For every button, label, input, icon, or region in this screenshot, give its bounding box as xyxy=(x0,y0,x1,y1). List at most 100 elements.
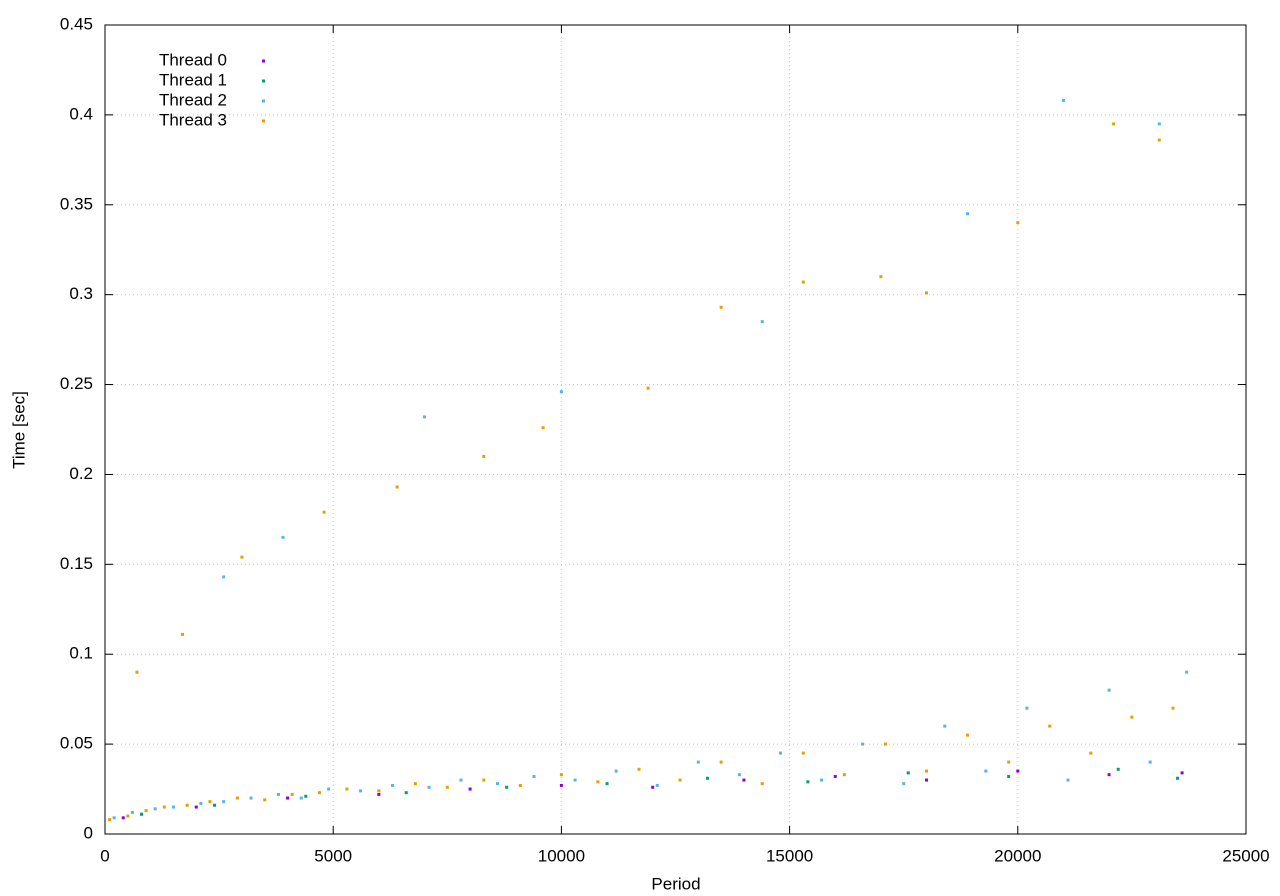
point xyxy=(263,798,267,802)
point xyxy=(1157,138,1161,142)
point xyxy=(1171,706,1175,710)
point xyxy=(299,796,303,800)
point xyxy=(286,796,290,800)
y-tick-label: 0.45 xyxy=(60,14,93,33)
point xyxy=(1089,751,1093,755)
point xyxy=(646,386,650,390)
y-tick-label: 0.3 xyxy=(69,284,93,303)
point xyxy=(422,415,426,419)
legend-swatch xyxy=(262,59,265,63)
point xyxy=(377,792,381,796)
point xyxy=(760,782,764,786)
x-tick-label: 25000 xyxy=(1222,846,1269,865)
point xyxy=(112,816,116,820)
point xyxy=(322,510,326,514)
point xyxy=(126,814,130,818)
point xyxy=(482,778,486,782)
point xyxy=(1007,774,1011,778)
point xyxy=(778,751,782,755)
point xyxy=(276,792,280,796)
point xyxy=(377,789,381,793)
point xyxy=(359,789,363,793)
point xyxy=(249,796,253,800)
point xyxy=(445,785,449,789)
legend-swatch xyxy=(262,119,265,123)
point xyxy=(121,816,125,820)
point xyxy=(496,782,500,786)
point xyxy=(395,485,399,489)
point xyxy=(883,742,887,746)
point xyxy=(651,785,655,789)
point xyxy=(925,778,929,782)
point xyxy=(404,791,408,795)
point xyxy=(596,780,600,784)
point xyxy=(801,280,805,284)
point xyxy=(637,767,641,771)
point xyxy=(696,760,700,764)
point xyxy=(605,782,609,786)
point xyxy=(833,774,837,778)
point xyxy=(943,724,947,728)
point xyxy=(327,787,331,791)
point xyxy=(806,780,810,784)
point xyxy=(1007,760,1011,764)
point xyxy=(1180,771,1184,775)
y-tick-label: 0.15 xyxy=(60,554,93,573)
point xyxy=(130,810,134,814)
point xyxy=(427,785,431,789)
point xyxy=(902,782,906,786)
point xyxy=(318,791,322,795)
point xyxy=(1112,122,1116,126)
point xyxy=(820,778,824,782)
y-tick-label: 0.35 xyxy=(60,194,93,213)
point xyxy=(240,555,244,559)
point xyxy=(505,785,509,789)
y-tick-label: 0.25 xyxy=(60,374,93,393)
point xyxy=(925,769,929,773)
point xyxy=(984,769,988,773)
y-axis-label: Time [sec] xyxy=(9,391,28,469)
point xyxy=(222,800,226,804)
legend-swatch xyxy=(262,79,265,83)
point xyxy=(906,771,910,775)
x-tick-label: 10000 xyxy=(538,846,585,865)
point xyxy=(290,792,294,796)
point xyxy=(541,426,545,430)
point xyxy=(1148,760,1152,764)
point xyxy=(573,778,577,782)
point xyxy=(719,760,723,764)
y-tick-label: 0.2 xyxy=(69,464,93,483)
point xyxy=(208,800,212,804)
point xyxy=(925,291,929,295)
point xyxy=(1066,778,1070,782)
legend-label: Thread 1 xyxy=(159,70,227,89)
point xyxy=(842,773,846,777)
legend-label: Thread 2 xyxy=(159,90,227,109)
point xyxy=(801,751,805,755)
point xyxy=(760,320,764,324)
point xyxy=(1116,767,1120,771)
point xyxy=(1061,99,1065,103)
y-tick-label: 0 xyxy=(84,823,93,842)
point xyxy=(705,776,709,780)
point xyxy=(1157,122,1161,126)
point xyxy=(482,454,486,458)
point xyxy=(678,778,682,782)
x-tick-label: 0 xyxy=(100,846,109,865)
point xyxy=(413,782,417,786)
point xyxy=(281,535,285,539)
point xyxy=(153,807,157,811)
point xyxy=(194,805,198,809)
x-axis-label: Period xyxy=(651,874,700,893)
point xyxy=(199,801,203,805)
point xyxy=(861,742,865,746)
x-tick-label: 5000 xyxy=(314,846,352,865)
x-tick-label: 20000 xyxy=(994,846,1041,865)
point xyxy=(966,733,970,737)
point xyxy=(185,803,189,807)
y-tick-label: 0.4 xyxy=(69,104,93,123)
point xyxy=(135,670,139,674)
point xyxy=(1185,670,1189,674)
point xyxy=(391,783,395,787)
